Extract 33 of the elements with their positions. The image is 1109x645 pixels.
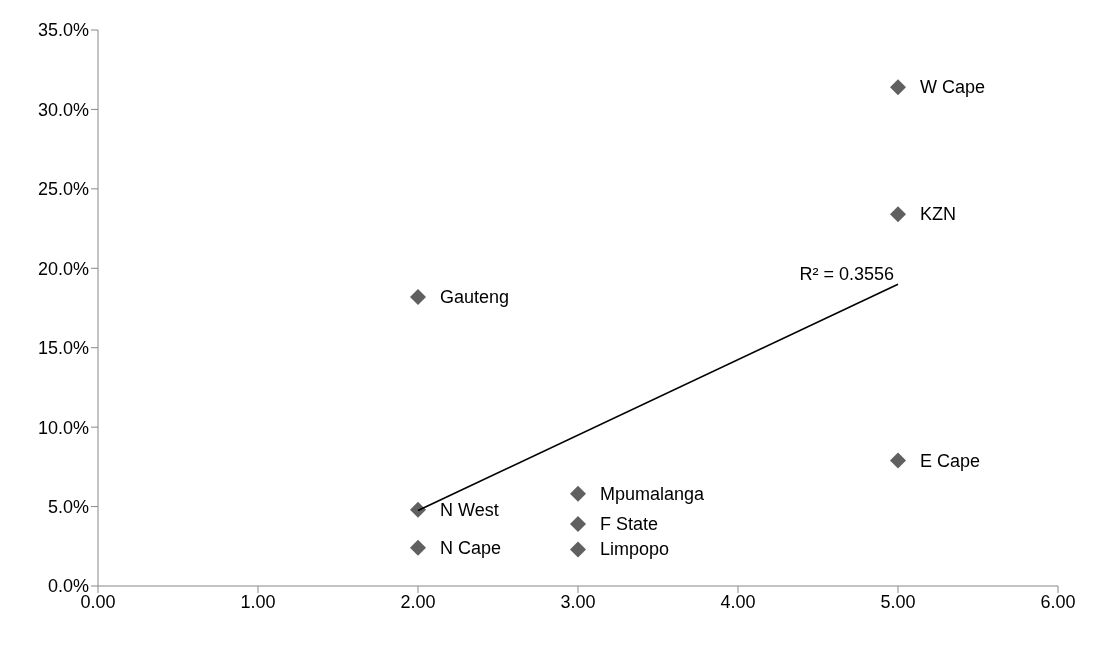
y-tick-label: 10.0% <box>37 417 89 438</box>
y-tick-label: 25.0% <box>37 179 89 200</box>
x-tick-label: 5.00 <box>880 591 916 612</box>
annotation: E Cape <box>920 450 981 471</box>
point <box>570 541 586 558</box>
point <box>410 539 426 556</box>
point <box>570 485 586 502</box>
x-tick-label: 0.00 <box>80 591 116 612</box>
y-tick-label: 20.0% <box>37 258 89 279</box>
y-tick-label: 5.0% <box>47 496 89 517</box>
point <box>410 288 426 305</box>
annotation: Gauteng <box>440 286 510 307</box>
point <box>410 501 426 518</box>
x-tick-label: 2.00 <box>400 591 436 612</box>
x-tick-label: 1.00 <box>240 591 276 612</box>
y-tick-label: 35.0% <box>37 20 89 41</box>
point <box>890 79 906 96</box>
annotation: KZN <box>920 204 956 225</box>
annotation: N West <box>440 499 499 520</box>
annotation: R² = 0.3556 <box>799 264 894 285</box>
point <box>890 452 906 469</box>
y-tick-label: 15.0% <box>37 338 89 359</box>
annotation: Mpumalanga <box>600 483 706 504</box>
point <box>570 516 586 533</box>
annotation: F State <box>600 514 659 535</box>
annotation: N Cape <box>440 537 502 558</box>
annotation: Limpopo <box>600 539 670 560</box>
x-tick-label: 6.00 <box>1040 591 1076 612</box>
point <box>890 206 906 223</box>
annotation: W Cape <box>920 77 986 98</box>
x-tick-label: 3.00 <box>560 591 596 612</box>
y-tick-label: 30.0% <box>37 99 89 120</box>
x-tick-label: 4.00 <box>720 591 756 612</box>
